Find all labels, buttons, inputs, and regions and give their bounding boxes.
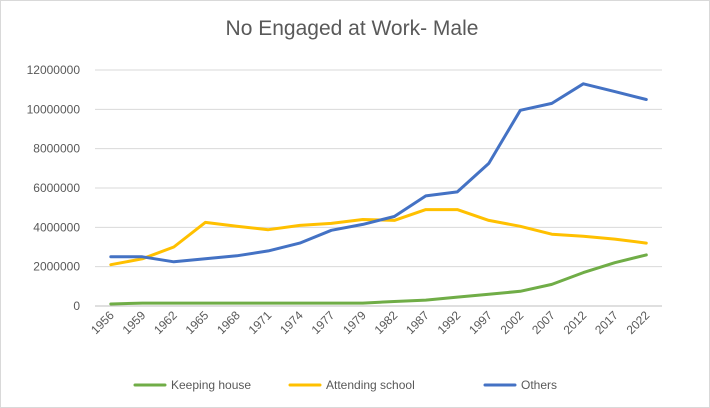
y-axis-tick-labels: 0 2000000 4000000 6000000 8000000 10000000 120… [27,63,81,313]
x-tick-label: 1968 [214,308,243,337]
x-tick-label: 1992 [435,308,464,337]
x-tick-label: 1956 [88,308,117,337]
x-axis-tick-labels: 1956 1959 1962 1965 1968 1971 1974 1977 1979 1982… [88,308,653,337]
y-tick-label: 4000000 [33,220,80,234]
x-tick-label: 1971 [246,308,275,337]
x-tick-label: 1959 [120,308,149,337]
x-tick-label: 1979 [340,308,369,337]
legend-label: Attending school [326,378,415,392]
chart-title: No Engaged at Work- Male [226,17,479,40]
y-tick-label: 8000000 [33,142,80,156]
y-tick-label: 10000000 [27,102,81,116]
x-tick-label: 2017 [592,308,621,337]
x-tick-label: 1965 [183,308,212,337]
series-line-attending-school [109,208,648,267]
series-lines [109,82,648,306]
x-tick-label: 1982 [372,308,401,337]
x-tick-label: 2012 [561,308,590,337]
series-line-keeping-house [109,253,648,306]
x-tick-label: 1987 [403,308,432,337]
y-tick-label: 12000000 [27,63,81,77]
gridlines [95,69,662,307]
series-line-others [109,82,648,264]
legend: Keeping house Attending school Others [133,378,557,392]
x-tick-label: 1997 [466,308,495,337]
legend-label: Keeping house [171,378,251,392]
x-tick-label: 2007 [529,308,558,337]
x-tick-label: 1974 [277,308,306,337]
x-tick-label: 2002 [498,308,527,337]
y-tick-label: 2000000 [33,260,80,274]
legend-label: Others [521,378,557,392]
y-tick-label: 6000000 [33,181,80,195]
x-tick-label: 1977 [309,308,338,337]
y-tick-label: 0 [73,299,80,313]
x-tick-label: 2022 [624,308,653,337]
x-tick-label: 1962 [151,308,180,337]
